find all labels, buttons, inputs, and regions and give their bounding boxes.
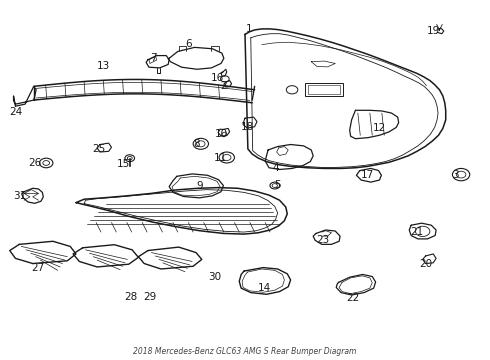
Text: 19: 19 (427, 26, 440, 36)
Text: 1: 1 (245, 24, 252, 34)
Text: 24: 24 (9, 107, 22, 117)
Text: 5: 5 (274, 180, 281, 190)
Text: 13: 13 (97, 61, 110, 71)
Text: 6: 6 (185, 39, 192, 49)
Text: 2018 Mercedes-Benz GLC63 AMG S Rear Bumper Diagram: 2018 Mercedes-Benz GLC63 AMG S Rear Bump… (133, 347, 357, 356)
Text: 28: 28 (124, 292, 137, 302)
Text: 15: 15 (117, 159, 130, 169)
Bar (308, 85, 340, 94)
Text: 12: 12 (373, 123, 386, 134)
Text: 16: 16 (211, 73, 224, 83)
Bar (305, 83, 343, 96)
Text: 14: 14 (258, 283, 271, 293)
Text: 30: 30 (208, 272, 221, 282)
Text: 23: 23 (316, 235, 329, 244)
Text: 27: 27 (31, 263, 44, 273)
Text: 21: 21 (410, 227, 423, 237)
Text: 17: 17 (361, 170, 374, 180)
Text: 3: 3 (452, 170, 459, 180)
Text: 7: 7 (150, 53, 157, 63)
Text: 29: 29 (143, 292, 156, 302)
Text: 22: 22 (346, 293, 359, 303)
Text: 8: 8 (194, 139, 200, 149)
Text: 9: 9 (196, 181, 203, 190)
Text: 2: 2 (220, 81, 227, 91)
Text: 11: 11 (214, 153, 227, 163)
Text: 20: 20 (419, 258, 432, 269)
Text: 26: 26 (28, 158, 41, 168)
Text: 4: 4 (273, 163, 279, 174)
Text: 31: 31 (14, 191, 27, 201)
Text: 10: 10 (215, 129, 227, 139)
Text: 25: 25 (93, 144, 106, 154)
Text: 18: 18 (241, 122, 254, 132)
